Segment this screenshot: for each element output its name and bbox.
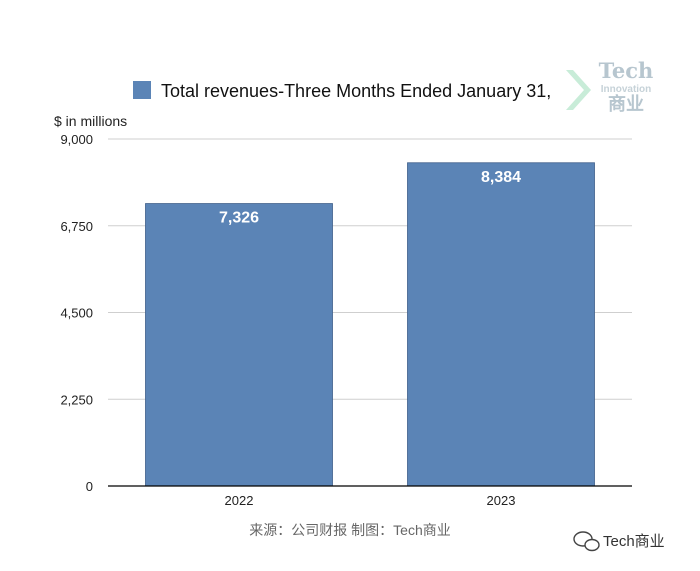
legend-swatch: [133, 81, 151, 99]
source-note: 来源：公司财报 制图：Tech商业: [249, 522, 450, 538]
y-tick-label: 6,750: [60, 219, 93, 234]
wechat-watermark: Tech商业: [573, 531, 665, 552]
y-tick-label: 2,250: [60, 392, 93, 407]
wechat-icon: [573, 531, 600, 552]
x-tick-label-2023: 2023: [487, 493, 516, 508]
y-tick-labels: 0 2,250 4,500 6,750 9,000: [60, 132, 93, 494]
y-tick-label: 4,500: [60, 306, 93, 321]
tech-innovation-logo: Tech Innovation 商业: [566, 58, 653, 114]
x-tick-labels: 2022 2023: [225, 493, 516, 508]
y-tick-label: 0: [86, 479, 93, 494]
x-tick-label-2022: 2022: [225, 493, 254, 508]
logo-word-shangye: 商业: [608, 93, 644, 114]
watermark-text: Tech商业: [603, 533, 665, 550]
data-label-2022: 7,326: [219, 210, 259, 227]
legend-label: Total revenues-Three Months Ended Januar…: [161, 81, 551, 101]
logo-chevron-icon: [566, 70, 591, 110]
logo-word-tech: Tech: [599, 58, 654, 83]
data-label-2023: 8,384: [481, 169, 521, 186]
legend: Total revenues-Three Months Ended Januar…: [133, 81, 551, 101]
bar-2023: [407, 162, 595, 487]
y-axis-label: $ in millions: [54, 113, 127, 129]
data-labels: 7,326 8,384: [219, 169, 521, 227]
y-tick-label: 9,000: [60, 132, 93, 147]
bars: [145, 162, 595, 487]
logo-word-innovation: Innovation: [601, 84, 652, 95]
bar-2022: [145, 203, 333, 487]
